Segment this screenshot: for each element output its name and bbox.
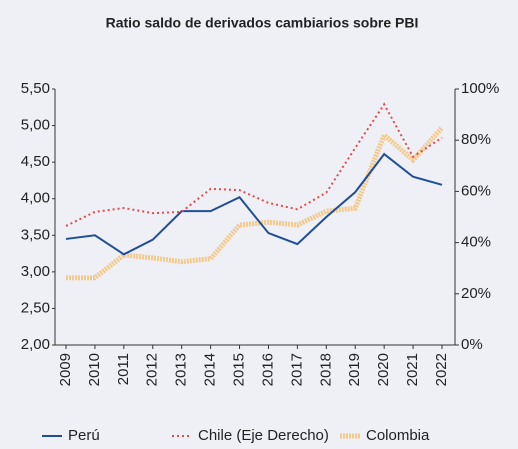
y2-tick-label: 40%	[461, 234, 491, 251]
y-tick-label: 2,50	[21, 299, 50, 316]
y-tick-label: 2,00	[21, 336, 50, 353]
x-tick-label: 2019	[346, 353, 363, 386]
y2-tick-label: 100%	[461, 80, 499, 97]
x-tick-label: 2014	[202, 353, 219, 386]
y-tick-label: 4,50	[21, 153, 50, 170]
legend-label: Chile (Eje Derecho)	[198, 427, 329, 444]
x-tick-label: 2011	[115, 353, 132, 385]
y2-tick-label: 20%	[461, 285, 491, 302]
x-tick-label: 2010	[86, 353, 103, 386]
y2-tick-label: 60%	[461, 182, 491, 199]
legend-label: Perú	[68, 427, 100, 444]
x-tick-label: 2018	[317, 353, 334, 386]
y-tick-label: 3,00	[21, 263, 50, 280]
x-tick-label: 2012	[144, 353, 161, 386]
y-tick-label: 4,00	[21, 190, 50, 207]
y2-tick-label: 80%	[461, 131, 491, 148]
x-tick-label: 2021	[404, 353, 421, 386]
x-tick-label: 2016	[259, 353, 276, 386]
x-tick-label: 2017	[288, 353, 305, 386]
y-tick-label: 5,50	[21, 80, 50, 97]
x-tick-label: 2022	[433, 353, 450, 386]
legend-label: Colombia	[366, 427, 430, 444]
series-line	[66, 126, 444, 281]
x-tick-label: 2015	[231, 353, 248, 386]
y2-tick-label: 0%	[461, 336, 483, 353]
series-line	[65, 152, 443, 256]
y-tick-label: 5,00	[21, 117, 50, 134]
chart-title: Ratio saldo de derivados cambiarios sobr…	[106, 15, 419, 31]
y-tick-label: 3,50	[21, 226, 50, 243]
x-tick-label: 2009	[57, 353, 74, 386]
x-tick-label: 2013	[173, 353, 190, 386]
x-tick-label: 2020	[375, 353, 392, 386]
series-line	[65, 102, 443, 227]
